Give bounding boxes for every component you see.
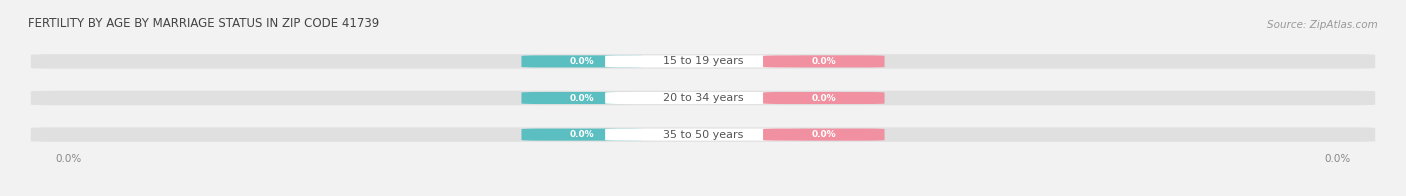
FancyBboxPatch shape [763,55,884,67]
FancyBboxPatch shape [605,92,801,104]
Text: 0.0%: 0.0% [811,57,837,66]
Text: Source: ZipAtlas.com: Source: ZipAtlas.com [1267,20,1378,30]
Text: 0.0%: 0.0% [569,130,595,139]
Text: FERTILITY BY AGE BY MARRIAGE STATUS IN ZIP CODE 41739: FERTILITY BY AGE BY MARRIAGE STATUS IN Z… [28,17,380,30]
FancyBboxPatch shape [605,129,801,141]
Text: 0.0%: 0.0% [569,93,595,103]
FancyBboxPatch shape [522,55,643,67]
FancyBboxPatch shape [522,129,643,141]
Text: 0.0%: 0.0% [1324,154,1351,164]
FancyBboxPatch shape [763,92,884,104]
Text: 0.0%: 0.0% [55,154,82,164]
Text: 0.0%: 0.0% [811,130,837,139]
FancyBboxPatch shape [31,127,1375,142]
FancyBboxPatch shape [31,91,1375,105]
Text: 15 to 19 years: 15 to 19 years [662,56,744,66]
FancyBboxPatch shape [522,92,643,104]
Text: 35 to 50 years: 35 to 50 years [662,130,744,140]
FancyBboxPatch shape [605,55,801,67]
Text: 0.0%: 0.0% [811,93,837,103]
Text: 20 to 34 years: 20 to 34 years [662,93,744,103]
Text: 0.0%: 0.0% [569,57,595,66]
FancyBboxPatch shape [31,54,1375,69]
FancyBboxPatch shape [763,129,884,141]
